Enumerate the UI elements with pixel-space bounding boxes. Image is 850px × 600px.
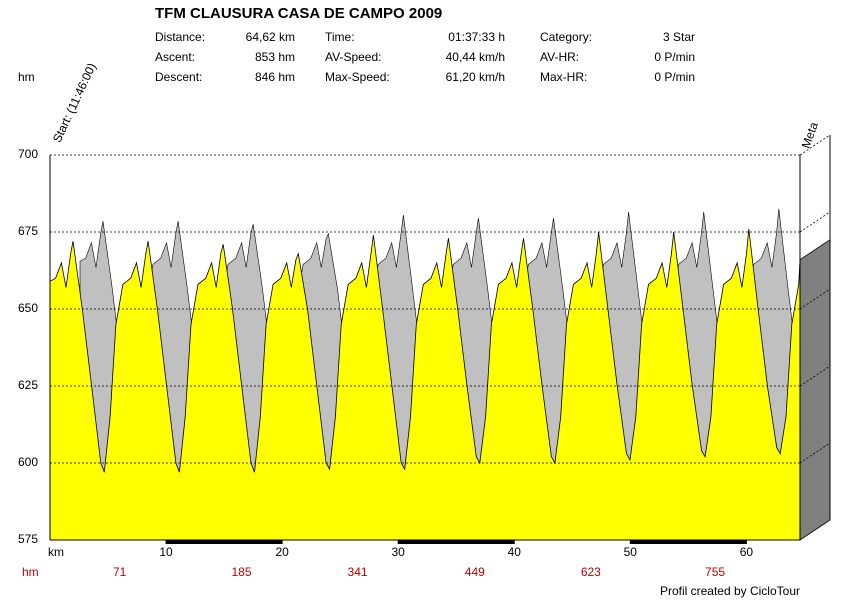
- x-tick-label: 40: [508, 545, 522, 559]
- stat-label: Distance:: [155, 30, 205, 44]
- chart-title: TFM CLAUSURA CASA DE CAMPO 2009: [155, 5, 442, 22]
- y-tick-label: 675: [18, 224, 38, 238]
- ascent-marker: 623: [581, 565, 601, 579]
- x-axis-band: [398, 540, 515, 544]
- ascent-marker: 755: [705, 565, 725, 579]
- grid-line-depth: [799, 211, 831, 233]
- ascent-label: hm: [22, 565, 39, 579]
- y-tick-label: 700: [18, 147, 38, 161]
- ascent-marker: 71: [113, 565, 127, 579]
- stat-value: 0 P/min: [654, 50, 695, 64]
- x-tick-label: 60: [740, 545, 754, 559]
- y-axis-label: hm: [18, 70, 35, 84]
- stat-label: Max-Speed:: [325, 70, 390, 84]
- stat-value: 64,62 km: [246, 30, 295, 44]
- stat-label: Time:: [325, 30, 355, 44]
- stat-value: 853 hm: [255, 50, 295, 64]
- end-label: Meta: [799, 120, 821, 150]
- stat-label: Ascent:: [155, 50, 195, 64]
- y-tick-label: 625: [18, 378, 38, 392]
- x-axis-band: [166, 540, 283, 544]
- ascent-marker: 185: [231, 565, 251, 579]
- y-tick-label: 650: [18, 301, 38, 315]
- start-label: Start: (11:46:00): [50, 61, 99, 145]
- x-tick-label: 20: [275, 545, 289, 559]
- x-tick-label: 30: [392, 545, 406, 559]
- x-axis-band: [630, 540, 747, 544]
- side-wall: [799, 238, 831, 541]
- stat-value: 846 hm: [255, 70, 295, 84]
- plot-area: [50, 208, 800, 540]
- x-axis-label: km: [48, 545, 64, 559]
- stat-value: 0 P/min: [654, 70, 695, 84]
- stat-label: Descent:: [155, 70, 202, 84]
- profile-area: [50, 228, 800, 540]
- footer: Profil created by CicloTour: [660, 584, 800, 598]
- stat-value: 3 Star: [663, 30, 695, 44]
- stat-label: AV-HR:: [540, 50, 579, 64]
- stat-value: 40,44 km/h: [446, 50, 505, 64]
- ascent-marker: 341: [348, 565, 368, 579]
- y-tick-label: 575: [18, 532, 38, 546]
- stat-label: Max-HR:: [540, 70, 587, 84]
- stat-value: 61,20 km/h: [446, 70, 505, 84]
- profile-line: [50, 228, 800, 473]
- x-tick-label: 50: [624, 545, 638, 559]
- y-tick-label: 600: [18, 455, 38, 469]
- stat-label: AV-Speed:: [325, 50, 381, 64]
- x-tick-label: 10: [159, 545, 173, 559]
- stat-label: Category:: [540, 30, 592, 44]
- ascent-marker: 449: [465, 565, 485, 579]
- stat-value: 01:37:33 h: [448, 30, 505, 44]
